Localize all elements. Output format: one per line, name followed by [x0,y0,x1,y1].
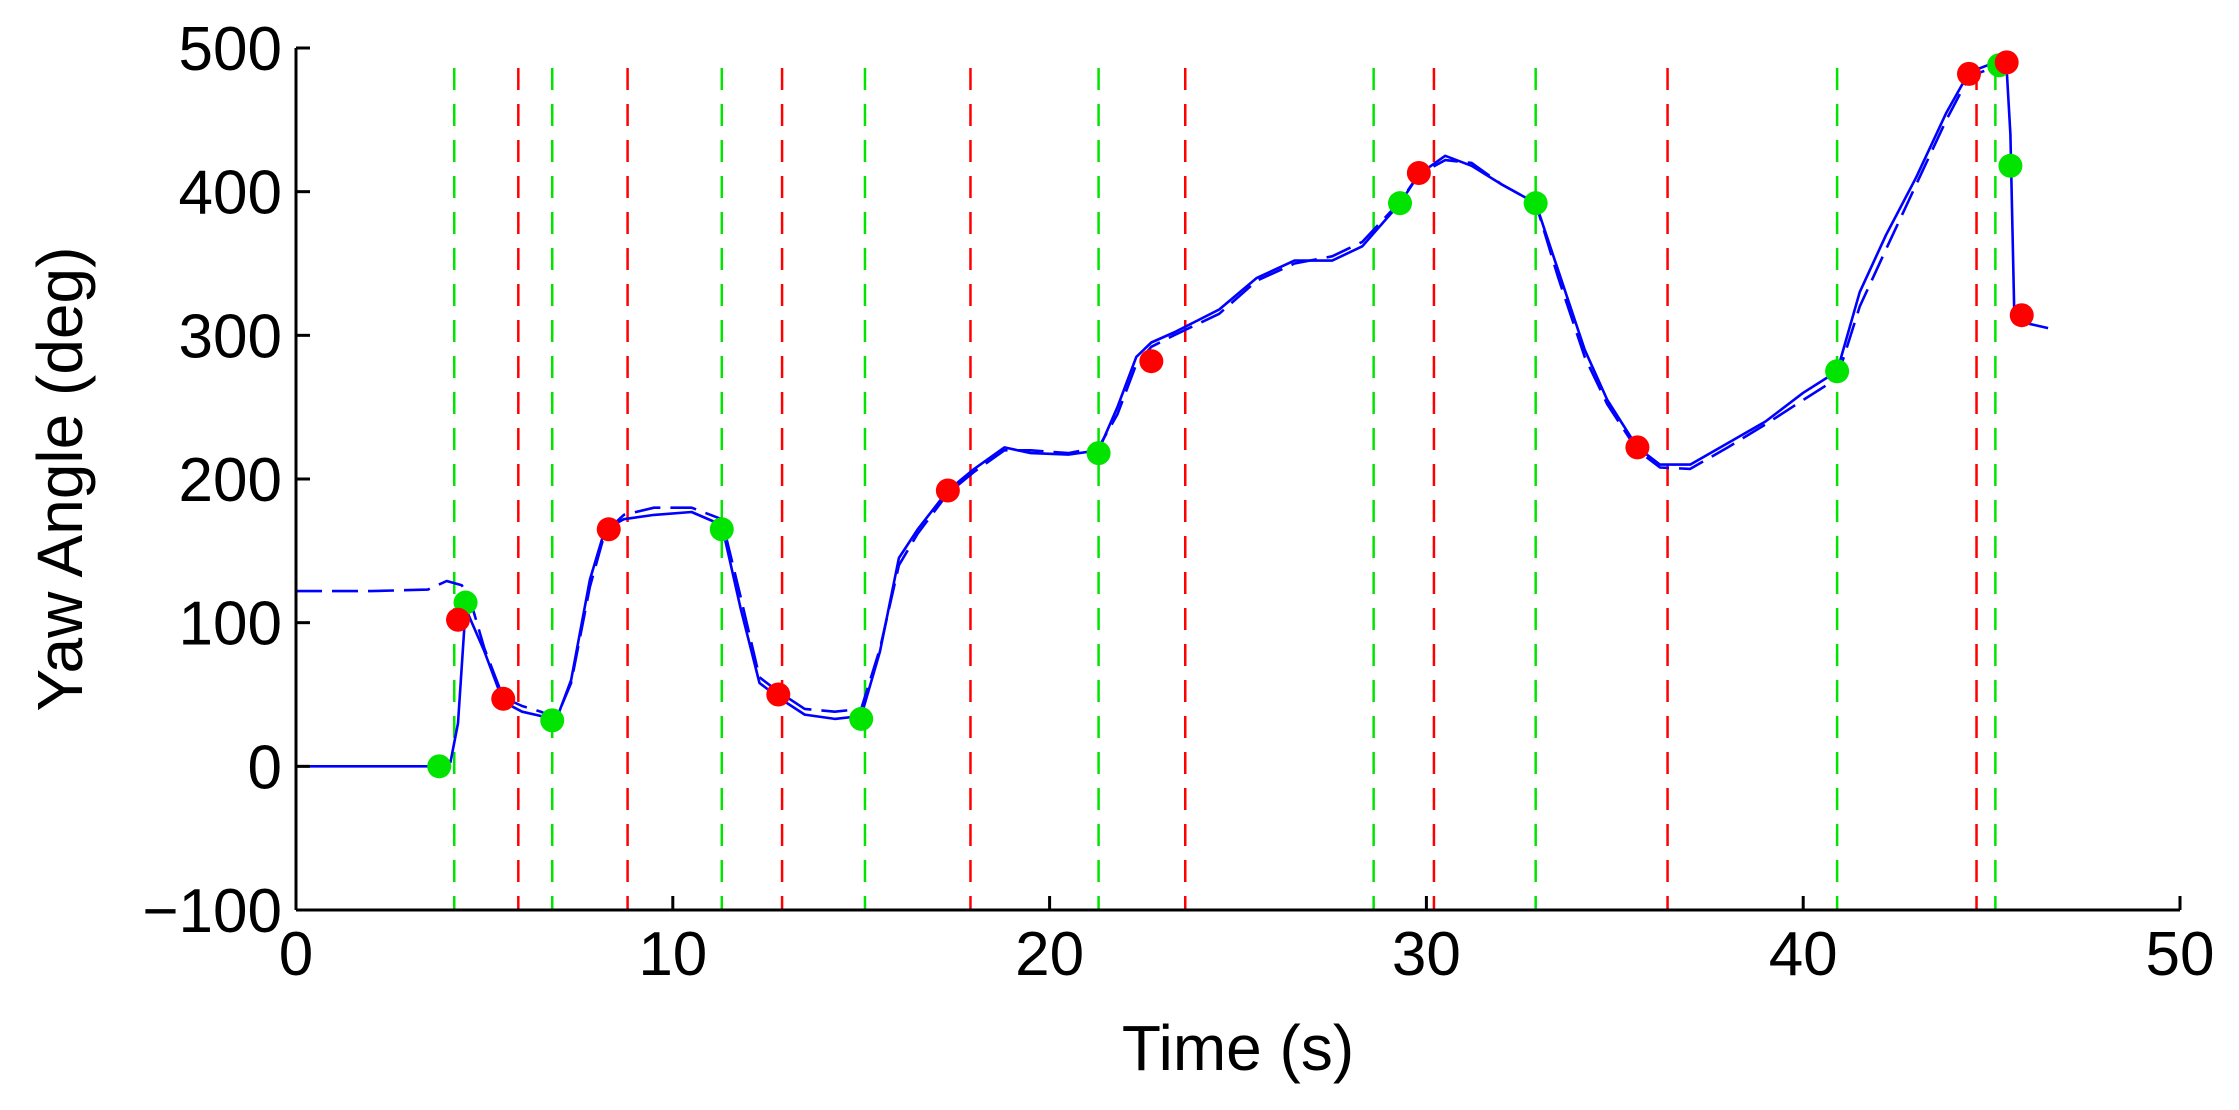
red-marker-6 [1406,160,1431,185]
x-tick-label: 10 [638,920,707,989]
green-marker-0 [427,754,452,779]
red-marker-7 [1625,435,1650,460]
green-marker-6 [1388,191,1413,216]
x-tick-label: 40 [1769,920,1838,989]
red-marker-9 [1994,50,2019,75]
y-axis-label: Yaw Angle (deg) [24,247,96,712]
red-marker-10 [2009,303,2034,328]
axes [294,48,2180,912]
x-ticks: 0 10 20 30 40 50 [279,896,2215,989]
y-tick-label: 300 [179,302,282,371]
red-marker-3 [766,682,791,707]
y-tick-label: 500 [179,15,282,84]
series-line-solid [296,63,2049,768]
red-marker-0 [446,607,471,632]
red-marker-4 [935,478,960,503]
green-marker-3 [709,517,734,542]
green-marker-2 [540,708,565,733]
y-tick-label: 0 [248,733,282,802]
y-tick-label: 100 [179,590,282,659]
series-line-dashed [296,63,2008,721]
green-marker-4 [849,706,874,731]
x-axis-label: Time (s) [1122,1012,1354,1084]
series-layer [296,63,2049,768]
green-marker-8 [1825,359,1850,384]
green-marker-7 [1523,191,1548,216]
x-tick-label: 0 [279,920,313,989]
event-markers [427,50,2034,779]
event-vertical-lines [453,68,1997,910]
green-marker-5 [1086,441,1111,466]
y-ticks: −100 0 100 200 300 400 500 [142,15,310,946]
y-tick-label: −100 [142,877,282,946]
y-tick-label: 200 [179,446,282,515]
y-tick-label: 400 [179,159,282,228]
red-marker-1 [491,686,516,711]
x-tick-label: 20 [1015,920,1084,989]
red-marker-8 [1956,61,1981,86]
x-tick-label: 50 [2146,920,2215,989]
x-tick-label: 30 [1392,920,1461,989]
green-marker-10 [1998,153,2023,178]
red-marker-5 [1139,349,1164,374]
red-marker-2 [596,517,621,542]
